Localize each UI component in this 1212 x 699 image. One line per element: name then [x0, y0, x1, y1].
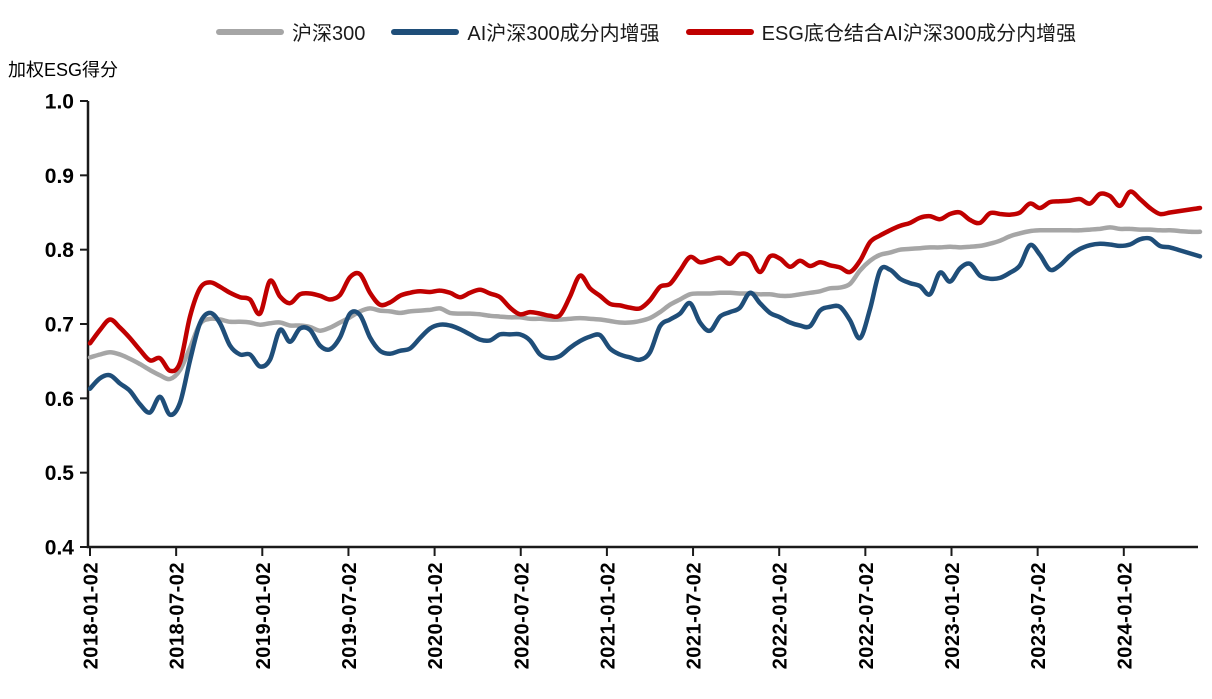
legend-item-csi300: 沪深300	[216, 17, 365, 46]
legend-item-ai-enhanced: AI沪深300成分内增强	[391, 17, 660, 46]
y-tick-label: 0.9	[45, 165, 74, 188]
chart-legend: 沪深300 AI沪深300成分内增强 ESG底仓结合AI沪深300成分内增强	[216, 17, 1076, 46]
x-tick-label: 2022-07-02	[856, 562, 878, 669]
y-tick-label: 0.4	[45, 537, 75, 560]
x-tick-label: 2022-01-02	[770, 562, 792, 669]
series-line-1	[87, 235, 1203, 418]
csi300-line-swatch-icon	[216, 28, 284, 35]
series-line-0	[87, 225, 1203, 382]
x-tick-label: 2021-01-02	[597, 562, 619, 669]
y-tick-label: 0.6	[45, 388, 74, 411]
y-tick-label: 1.0	[45, 91, 74, 114]
series-line-2	[87, 189, 1203, 374]
ai-enhanced-line-swatch-icon	[391, 28, 460, 35]
legend-label-esg-ai-enhanced: ESG底仓结合AI沪深300成分内增强	[761, 23, 1077, 45]
legend-item-esg-ai-enhanced: ESG底仓结合AI沪深300成分内增强	[685, 17, 1077, 46]
legend-label-ai-enhanced: AI沪深300成分内增强	[467, 23, 660, 45]
y-tick-label: 0.5	[45, 462, 75, 485]
data-series-lines	[87, 189, 1203, 418]
y-axis-title: 加权ESG得分	[8, 60, 119, 80]
esg-ai-enhanced-line-swatch-icon	[685, 28, 754, 35]
x-tick-label: 2018-07-02	[167, 562, 189, 669]
x-tick-label: 2020-01-02	[425, 562, 447, 669]
x-tick-label: 2023-01-02	[942, 562, 964, 669]
y-axis-ticks: 1.0 0.9 0.8 0.7 0.6 0.5 0.4	[45, 91, 88, 560]
x-tick-label: 2019-07-02	[339, 562, 361, 669]
x-axis-ticks: 2018-01-02 2018-07-02 2019-01-02 2019-07-02…	[81, 547, 1136, 669]
x-tick-label: 2020-07-02	[511, 562, 533, 669]
legend-label-csi300: 沪深300	[292, 23, 366, 45]
x-tick-label: 2023-07-02	[1028, 562, 1050, 669]
x-tick-label: 2018-01-02	[81, 562, 103, 669]
x-tick-label: 2019-01-02	[253, 562, 275, 669]
x-tick-label: 2021-07-02	[684, 562, 706, 669]
x-tick-label: 2024-01-02	[1114, 562, 1136, 669]
y-tick-label: 0.8	[45, 239, 75, 262]
y-tick-label: 0.7	[45, 314, 74, 337]
